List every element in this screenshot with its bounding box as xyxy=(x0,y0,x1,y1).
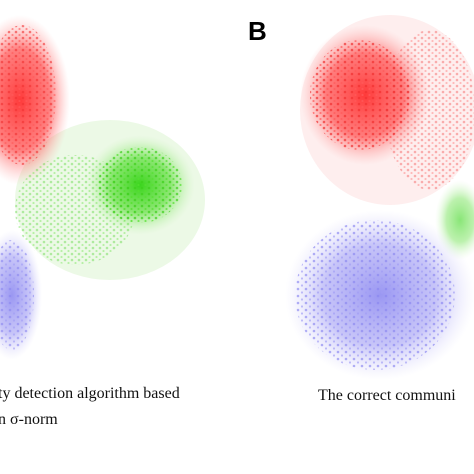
panel-label: B xyxy=(248,16,267,46)
network-left xyxy=(0,15,205,360)
caption: ty detection algorithm based xyxy=(0,385,180,402)
network-right xyxy=(285,15,474,380)
caption: n σ-norm xyxy=(0,411,58,428)
caption: The correct communi xyxy=(318,387,456,404)
